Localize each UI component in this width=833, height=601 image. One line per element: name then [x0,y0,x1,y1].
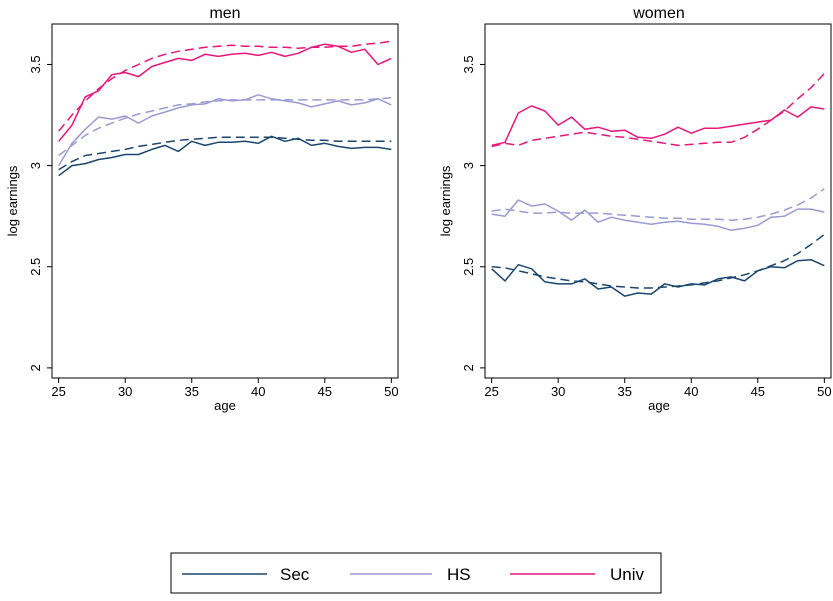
y-tick-label-women-3: 3 [461,162,476,169]
lines-men [58,40,392,177]
series-line-women-sec-solid [491,258,825,297]
plot-frame-women [484,23,832,379]
y-tick-label-women-2.5: 2.5 [461,258,476,276]
legend-label-hs: HS [447,565,471,584]
series-line-women-univ-dashed [491,73,825,148]
plot-frame-men [51,23,399,379]
x-tick-label-men-35: 35 [184,384,198,399]
ticks-women: 25 30 35 40 45 50 2 2.5 3 3.5 [461,55,832,399]
y-tick-label-women-3.5: 3.5 [461,55,476,73]
series-line-men-sec-solid [58,135,392,177]
series-line-men-univ-solid [58,43,392,142]
panel-title-women: women [632,5,685,22]
legend-box [170,552,662,594]
x-tick-label-men-40: 40 [251,384,265,399]
y-tick-label-men-2.5: 2.5 [28,258,43,276]
series-line-men-univ-dashed [58,40,392,132]
x-tick-label-women-35: 35 [617,384,631,399]
x-axis-label-women: age [648,398,670,413]
x-tick-label-women-25: 25 [484,384,498,399]
series-line-men-hs-solid [58,94,392,166]
y-axis-label-women: log earnings [438,165,453,236]
y-axis-label-men: log earnings [5,165,20,236]
y-tick-label-men-3: 3 [28,162,43,169]
series-line-women-hs-solid [491,199,825,232]
x-tick-label-men-30: 30 [118,384,132,399]
y-tick-label-women-2: 2 [461,364,476,371]
legend-label-sec: Sec [280,565,310,584]
panel-title-men: men [209,5,240,22]
lines-women [491,73,825,297]
x-tick-label-women-45: 45 [751,384,765,399]
x-tick-label-men-45: 45 [318,384,332,399]
y-tick-label-men-3.5: 3.5 [28,55,43,73]
x-tick-label-women-50: 50 [817,384,831,399]
ticks-men: 25 30 35 40 45 50 2 2.5 3 3.5 [28,55,399,399]
y-tick-label-men-2: 2 [28,364,43,371]
legend-label-univ: Univ [610,565,645,584]
series-line-women-univ-solid [491,105,825,147]
x-tick-label-women-40: 40 [684,384,698,399]
x-tick-label-men-50: 50 [384,384,398,399]
panel-men: men 25 30 35 40 45 50 2 2.5 3 3.5 age log earning… [5,5,399,413]
series-line-men-sec-dashed [58,136,392,171]
legend: Sec HS Univ [170,552,662,594]
x-tick-label-men-25: 25 [51,384,65,399]
panel-women: women 25 30 35 40 45 50 2 2.5 3 3.5 age log earni… [438,5,832,413]
x-axis-label-men: age [214,398,236,413]
x-tick-label-women-30: 30 [551,384,565,399]
series-line-women-sec-dashed [491,233,825,289]
